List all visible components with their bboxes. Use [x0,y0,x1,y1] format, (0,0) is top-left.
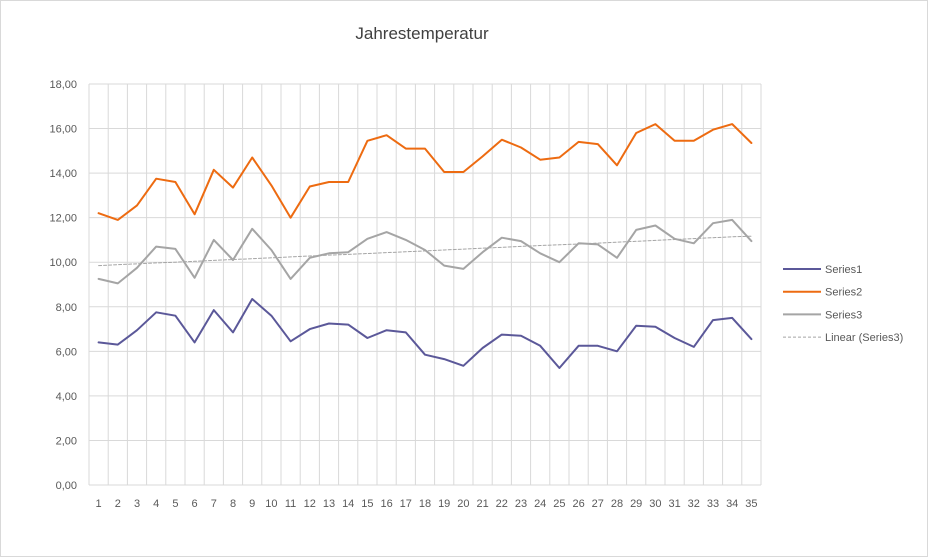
y-tick-label: 0,00 [56,480,77,492]
x-tick-label: 23 [515,498,527,510]
x-tick-label: 24 [534,498,546,510]
series-line-series2 [97,123,753,221]
y-tick-label: 14,00 [49,168,77,180]
y-tick-label: 16,00 [49,124,77,136]
series-lines [97,123,753,369]
y-tick-label: 4,00 [56,391,77,403]
x-tick-label: 35 [745,498,757,510]
x-tick-label: 11 [285,498,296,510]
y-tick-label: 2,00 [56,435,77,447]
x-tick-label: 29 [630,498,642,510]
x-axis-ticks: 1 2 3 4 5 6 7 8 9 10 11 12 13 14 15 16 17 18 19 20 21 22 23 24 2… [96,498,758,510]
x-tick-label: 27 [592,498,604,510]
y-tick-label: 12,00 [49,213,77,225]
legend-label: Series2 [825,287,862,299]
x-tick-label: 9 [249,498,255,510]
legend: Series1 Series2 Series3 Linear (Series3) [783,264,903,344]
x-tick-label: 5 [172,498,178,510]
y-tick-label: 10,00 [49,257,77,269]
legend-label: Linear (Series3) [825,332,903,344]
x-tick-label: 19 [438,498,450,510]
x-tick-label: 18 [419,498,431,510]
x-tick-label: 25 [553,498,565,510]
y-tick-label: 6,00 [56,346,77,358]
x-tick-label: 4 [153,498,159,510]
x-tick-label: 1 [96,498,102,510]
x-tick-label: 28 [611,498,623,510]
chart-title: Jahrestemperatur [355,24,489,43]
x-tick-label: 26 [572,498,584,510]
x-tick-label: 30 [649,498,661,510]
y-tick-label: 8,00 [56,302,77,314]
gridlines [88,83,762,486]
x-tick-label: 2 [115,498,121,510]
x-tick-label: 32 [688,498,700,510]
x-tick-label: 7 [211,498,217,510]
x-tick-label: 10 [265,498,277,510]
x-tick-label: 13 [323,498,335,510]
x-tick-label: 16 [380,498,392,510]
x-tick-label: 8 [230,498,236,510]
series-line-linear-series3 [98,235,752,267]
x-tick-label: 6 [192,498,198,510]
x-tick-label: 34 [726,498,738,510]
x-tick-label: 20 [457,498,469,510]
x-tick-label: 22 [496,498,508,510]
y-tick-label: 18,00 [49,79,77,91]
x-tick-label: 17 [400,498,412,510]
x-tick-label: 31 [668,498,680,510]
x-tick-label: 12 [304,498,316,510]
x-tick-label: 14 [342,498,354,510]
x-tick-label: 33 [707,498,719,510]
series-line-series1 [97,298,753,369]
legend-label: Series1 [825,264,862,276]
y-axis-ticks: 0,00 2,00 4,00 6,00 8,00 10,00 12,00 14,00 16,00… [49,79,77,492]
legend-label: Series3 [825,309,862,321]
x-tick-label: 15 [361,498,373,510]
x-tick-label: 21 [476,498,488,510]
series-line-series3 [97,218,753,285]
x-tick-label: 3 [134,498,140,510]
